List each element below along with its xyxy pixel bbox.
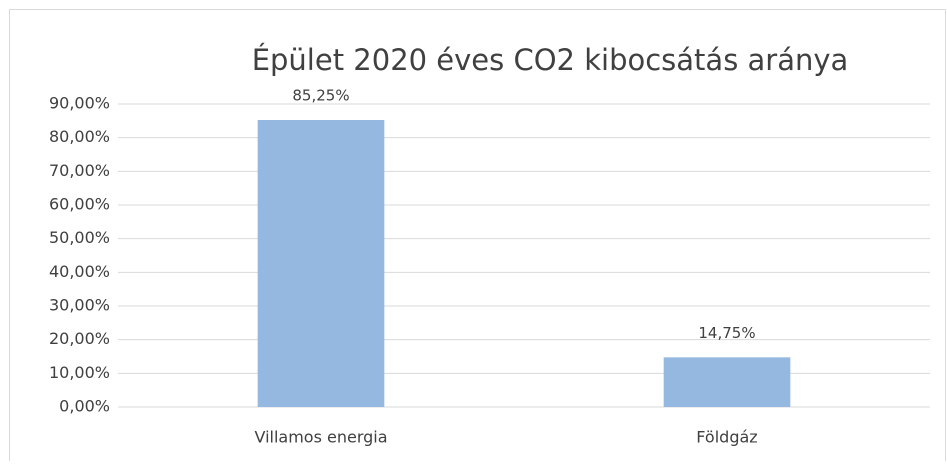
y-tick-label: 60,00% <box>49 195 110 214</box>
data-label: 85,25% <box>292 86 349 104</box>
y-tick-label: 80,00% <box>49 127 110 146</box>
y-tick-label: 50,00% <box>49 228 110 247</box>
bar <box>257 119 385 407</box>
y-tick-label: 90,00% <box>49 94 110 113</box>
y-tick-label: 10,00% <box>49 363 110 382</box>
y-tick-label: 30,00% <box>49 296 110 315</box>
y-tick-label: 20,00% <box>49 329 110 348</box>
bar <box>663 357 791 407</box>
y-tick-label: 70,00% <box>49 161 110 180</box>
data-label: 14,75% <box>698 324 755 342</box>
x-tick-label: Földgáz <box>696 428 757 447</box>
chart-title: Épület 2020 éves CO2 kibocsátás aránya <box>252 43 849 77</box>
y-tick-label: 40,00% <box>49 262 110 281</box>
y-tick-label: 0,00% <box>59 397 110 416</box>
chart-frame <box>9 9 946 465</box>
x-tick-label: Villamos energia <box>254 428 387 447</box>
